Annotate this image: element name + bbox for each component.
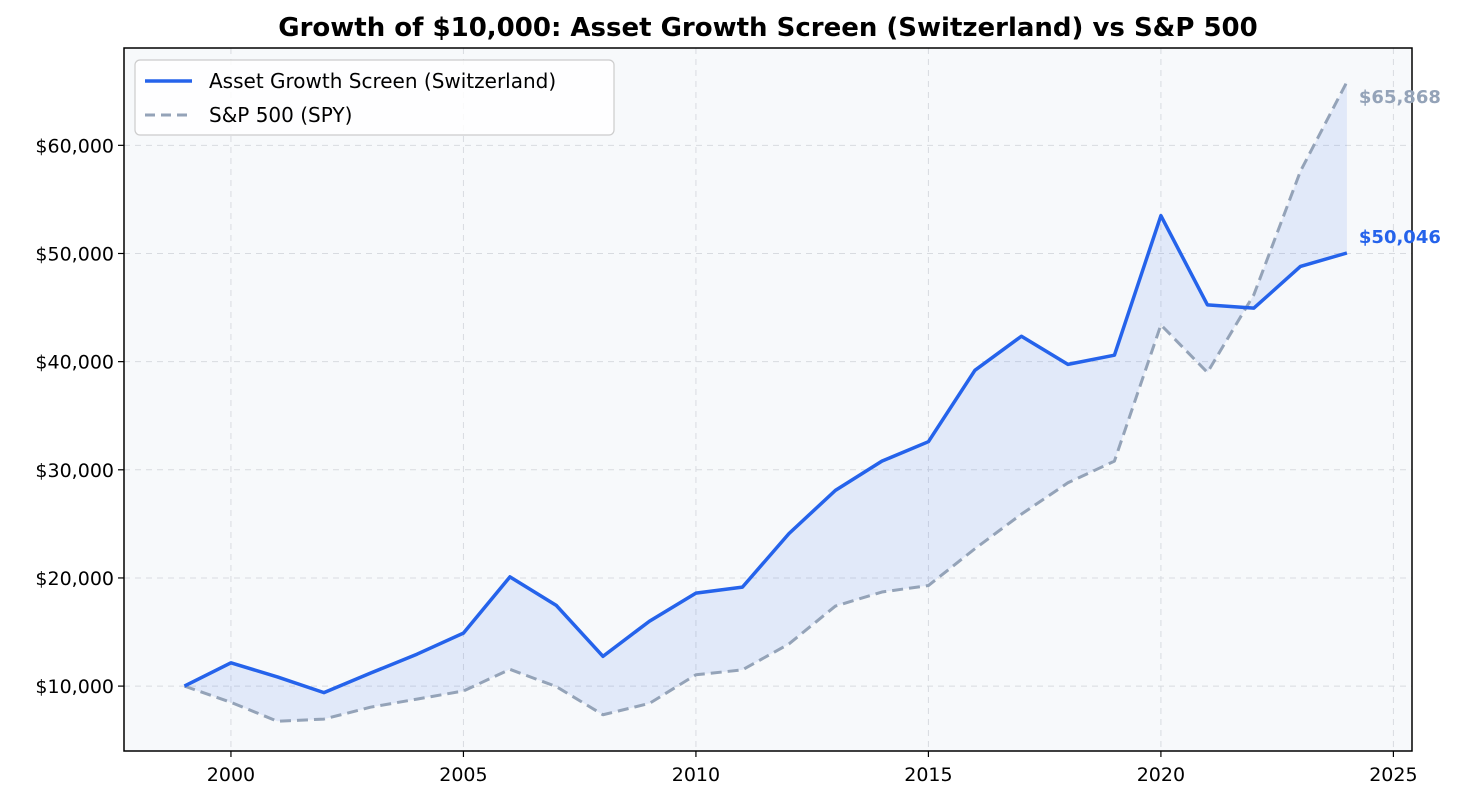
strategy-line bbox=[183, 213, 1348, 695]
sp500-line bbox=[183, 81, 1349, 723]
x-tick-label: 2000 bbox=[207, 764, 255, 786]
x-axis: 2000 2005 2010 2015 2020 2025 bbox=[207, 751, 1418, 786]
x-tick-label: 2015 bbox=[904, 764, 952, 786]
y-tick-label: $40,000 bbox=[35, 352, 114, 374]
end-label: $65,868 bbox=[1359, 87, 1441, 108]
y-tick-label: $60,000 bbox=[35, 135, 114, 157]
x-tick-label: 2010 bbox=[672, 764, 720, 786]
y-axis: $10,000 $20,000 $30,000 $40,000 $50,000 $60,0… bbox=[35, 135, 124, 698]
chart-title: Growth of $10,000: Asset Growth Screen (… bbox=[278, 13, 1257, 43]
end-label: $50,046 bbox=[1359, 227, 1441, 248]
legend: Asset Growth Screen (Switzerland) S&P 500… bbox=[134, 59, 615, 136]
y-tick-label: $30,000 bbox=[35, 460, 114, 482]
x-tick-label: 2025 bbox=[1369, 764, 1417, 786]
plot-frame bbox=[123, 47, 1413, 752]
fill-between-area bbox=[184, 81, 1347, 722]
legend-box bbox=[134, 59, 615, 136]
legend-label: S&P 500 (SPY) bbox=[209, 103, 352, 127]
y-tick-label: $10,000 bbox=[35, 676, 114, 698]
plot-background bbox=[124, 48, 1412, 751]
end-labels: $50,046 $65,868 bbox=[1359, 87, 1441, 248]
y-tick-label: $20,000 bbox=[35, 568, 114, 590]
legend-label: Asset Growth Screen (Switzerland) bbox=[209, 69, 556, 93]
series-lines bbox=[183, 81, 1349, 723]
x-tick-label: 2020 bbox=[1137, 764, 1185, 786]
x-tick-label: 2005 bbox=[439, 764, 487, 786]
y-tick-label: $50,000 bbox=[35, 243, 114, 265]
